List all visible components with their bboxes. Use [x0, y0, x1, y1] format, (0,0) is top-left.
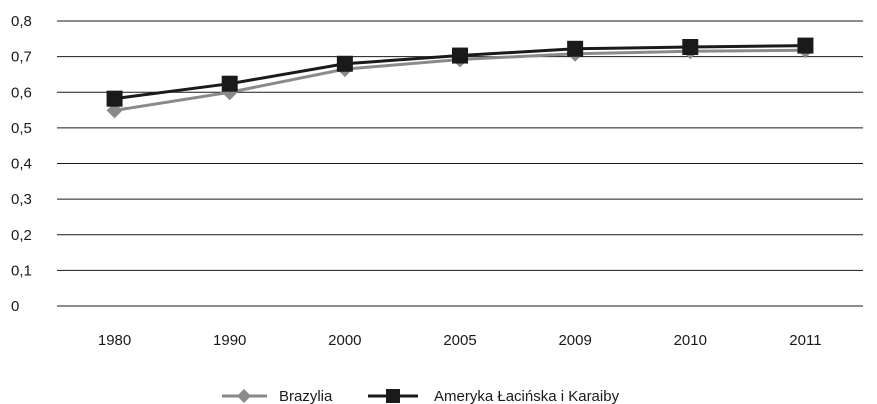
- y-axis-tick-labels: 0 0,1 0,2 0,3 0,4 0,5 0,6 0,7 0,8: [11, 13, 32, 315]
- y-tick-label: 0,3: [11, 191, 32, 208]
- x-tick-label: 1990: [213, 332, 246, 349]
- data-point-square[interactable]: [797, 38, 813, 54]
- data-point-square[interactable]: [682, 39, 698, 55]
- legend: Brazylia Ameryka Łacińska i Karaiby: [222, 388, 620, 404]
- legend-brazylia-diamond-icon: [237, 389, 251, 403]
- legend-item-brazylia[interactable]: Brazylia: [222, 388, 333, 404]
- data-point-square[interactable]: [222, 76, 238, 92]
- x-tick-label: 2005: [443, 332, 476, 349]
- x-axis-tick-labels: 1980 1990 2000 2005 2009 2010 2011: [98, 332, 822, 349]
- y-tick-label: 0,1: [11, 262, 32, 279]
- y-tick-label: 0,4: [11, 156, 32, 173]
- y-tick-label: 0,7: [11, 49, 32, 66]
- y-tick-label: 0,8: [11, 13, 32, 30]
- legend-brazylia-label: Brazylia: [279, 388, 333, 404]
- legend-item-ameryka[interactable]: Ameryka Łacińska i Karaiby: [368, 388, 620, 404]
- data-point-square[interactable]: [337, 56, 353, 72]
- x-tick-label: 2010: [674, 332, 707, 349]
- x-tick-label: 2009: [558, 332, 591, 349]
- x-tick-label: 1980: [98, 332, 131, 349]
- x-tick-label: 2000: [328, 332, 361, 349]
- data-point-square[interactable]: [567, 41, 583, 57]
- x-tick-label: 2011: [789, 332, 821, 349]
- legend-ameryka-label: Ameryka Łacińska i Karaiby: [434, 388, 620, 404]
- y-tick-label: 0,5: [11, 120, 32, 137]
- y-tick-label: 0,6: [11, 84, 32, 101]
- legend-ameryka-square-icon: [386, 389, 400, 403]
- y-tick-label: 0,2: [11, 227, 32, 244]
- data-point-square[interactable]: [452, 48, 468, 64]
- y-tick-label: 0: [11, 298, 19, 315]
- series-lines: [107, 38, 814, 119]
- data-point-square[interactable]: [107, 91, 123, 107]
